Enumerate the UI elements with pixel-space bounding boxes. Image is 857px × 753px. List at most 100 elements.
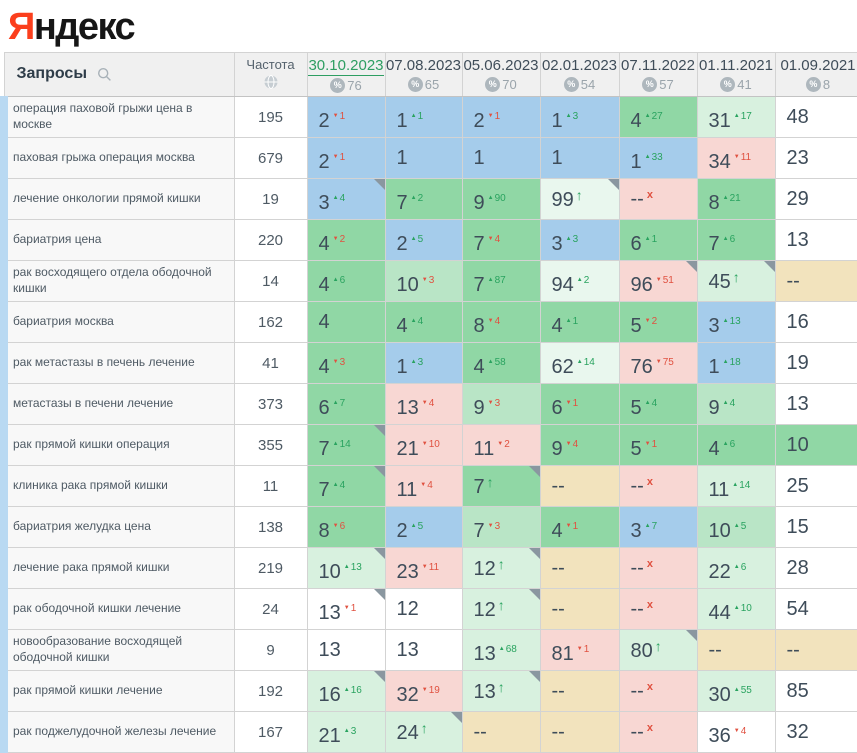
query-cell[interactable]: рак метастазы в печень лечение	[4, 343, 234, 384]
position-cell[interactable]: 9▲4	[697, 384, 775, 425]
date-label[interactable]: 30.10.2023	[308, 58, 383, 76]
date-column-header[interactable]: 01.09.2021%8	[775, 53, 857, 97]
position-cell[interactable]: --x	[619, 589, 697, 630]
position-cell[interactable]: 16▲16	[307, 671, 385, 712]
position-cell[interactable]: 12↑	[462, 589, 540, 630]
position-cell[interactable]: 9▼3	[462, 384, 540, 425]
position-cell[interactable]: 4	[307, 302, 385, 343]
position-cell[interactable]: 8▼6	[307, 507, 385, 548]
position-cell[interactable]: --x	[619, 179, 697, 220]
position-cell[interactable]: 3▲13	[697, 302, 775, 343]
query-cell[interactable]: рак восходящего отдела ободочной кишки	[4, 261, 234, 302]
position-cell[interactable]: 24↑	[385, 712, 462, 753]
position-cell[interactable]: 1▲18	[697, 343, 775, 384]
position-cell[interactable]: 11▲14	[697, 466, 775, 507]
position-cell[interactable]: 31▲17	[697, 97, 775, 138]
position-cell[interactable]: 34▼11	[697, 138, 775, 179]
date-label[interactable]: 02.01.2023	[542, 58, 617, 75]
query-cell[interactable]: лечение онкологии прямой кишки	[4, 179, 234, 220]
position-cell[interactable]: 13	[307, 630, 385, 671]
position-cell[interactable]: 11▼4	[385, 466, 462, 507]
position-cell[interactable]: 1	[462, 138, 540, 179]
position-cell[interactable]: 30▲55	[697, 671, 775, 712]
position-cell[interactable]: 4▲6	[697, 425, 775, 466]
date-column-header[interactable]: 02.01.2023%54	[540, 53, 619, 97]
position-cell[interactable]: 9▲90	[462, 179, 540, 220]
position-cell[interactable]: --x	[619, 671, 697, 712]
position-cell[interactable]: 1	[540, 138, 619, 179]
position-cell[interactable]: 8▼4	[462, 302, 540, 343]
position-cell[interactable]: 7↑	[462, 466, 540, 507]
position-cell[interactable]: 16	[775, 302, 857, 343]
position-cell[interactable]: 5▼1	[619, 425, 697, 466]
position-cell[interactable]: 6▼1	[540, 384, 619, 425]
position-cell[interactable]: 7▲2	[385, 179, 462, 220]
position-cell[interactable]: 7▲87	[462, 261, 540, 302]
position-cell[interactable]: 13	[775, 220, 857, 261]
position-cell[interactable]: 13▲68	[462, 630, 540, 671]
position-cell[interactable]: 4▲6	[307, 261, 385, 302]
position-cell[interactable]: 4▲4	[385, 302, 462, 343]
position-cell[interactable]: 4▲58	[462, 343, 540, 384]
position-cell[interactable]: --	[462, 712, 540, 753]
position-cell[interactable]: --	[775, 630, 857, 671]
position-cell[interactable]: 2▲5	[385, 220, 462, 261]
position-cell[interactable]: 44▲10	[697, 589, 775, 630]
query-cell[interactable]: бариатрия москва	[4, 302, 234, 343]
position-cell[interactable]: 7▲14	[307, 425, 385, 466]
position-cell[interactable]: 85	[775, 671, 857, 712]
position-cell[interactable]: 3▲4	[307, 179, 385, 220]
position-cell[interactable]: 1▲3	[385, 343, 462, 384]
position-cell[interactable]: 19	[775, 343, 857, 384]
position-cell[interactable]: 48	[775, 97, 857, 138]
search-icon[interactable]	[97, 67, 112, 82]
position-cell[interactable]: 96▼51	[619, 261, 697, 302]
position-cell[interactable]: 4▼1	[540, 507, 619, 548]
position-cell[interactable]: 7▼3	[462, 507, 540, 548]
position-cell[interactable]: 15	[775, 507, 857, 548]
position-cell[interactable]: --	[697, 630, 775, 671]
position-cell[interactable]: 29	[775, 179, 857, 220]
position-cell[interactable]: 21▼10	[385, 425, 462, 466]
query-cell[interactable]: клиника рака прямой кишки	[4, 466, 234, 507]
queries-column-header[interactable]: Запросы	[4, 53, 234, 97]
position-cell[interactable]: --	[540, 466, 619, 507]
date-column-header[interactable]: 30.10.2023%76	[307, 53, 385, 97]
position-cell[interactable]: 4▼3	[307, 343, 385, 384]
position-cell[interactable]: 99↑	[540, 179, 619, 220]
position-cell[interactable]: --	[775, 261, 857, 302]
query-cell[interactable]: новообразование восходящей ободочной киш…	[4, 630, 234, 671]
position-cell[interactable]: 4▲1	[540, 302, 619, 343]
position-cell[interactable]: 6▲1	[619, 220, 697, 261]
date-column-header[interactable]: 07.08.2023%65	[385, 53, 462, 97]
position-cell[interactable]: 11▼2	[462, 425, 540, 466]
position-cell[interactable]: 13	[385, 630, 462, 671]
position-cell[interactable]: 23	[775, 138, 857, 179]
position-cell[interactable]: 5▲4	[619, 384, 697, 425]
query-cell[interactable]: рак поджелудочной железы лечение	[4, 712, 234, 753]
position-cell[interactable]: 1▲1	[385, 97, 462, 138]
position-cell[interactable]: 22▲6	[697, 548, 775, 589]
position-cell[interactable]: 94▲2	[540, 261, 619, 302]
position-cell[interactable]: 3▲3	[540, 220, 619, 261]
position-cell[interactable]: 32▼19	[385, 671, 462, 712]
position-cell[interactable]: --x	[619, 548, 697, 589]
date-label[interactable]: 05.06.2023	[463, 58, 538, 75]
position-cell[interactable]: 10	[775, 425, 857, 466]
position-cell[interactable]: 2▼1	[462, 97, 540, 138]
position-cell[interactable]: 7▼4	[462, 220, 540, 261]
position-cell[interactable]: 13↑	[462, 671, 540, 712]
position-cell[interactable]: 32	[775, 712, 857, 753]
position-cell[interactable]: 2▼1	[307, 138, 385, 179]
query-cell[interactable]: операция паховой грыжи цена в москве	[4, 97, 234, 138]
date-label[interactable]: 01.11.2021	[699, 58, 773, 75]
position-cell[interactable]: --x	[619, 466, 697, 507]
position-cell[interactable]: 2▼1	[307, 97, 385, 138]
position-cell[interactable]: 9▼4	[540, 425, 619, 466]
position-cell[interactable]: 62▲14	[540, 343, 619, 384]
position-cell[interactable]: 45↑	[697, 261, 775, 302]
date-label[interactable]: 01.09.2021	[780, 58, 855, 75]
frequency-column-header[interactable]: Частота	[234, 53, 307, 97]
position-cell[interactable]: 7▲6	[697, 220, 775, 261]
position-cell[interactable]: 21▲3	[307, 712, 385, 753]
